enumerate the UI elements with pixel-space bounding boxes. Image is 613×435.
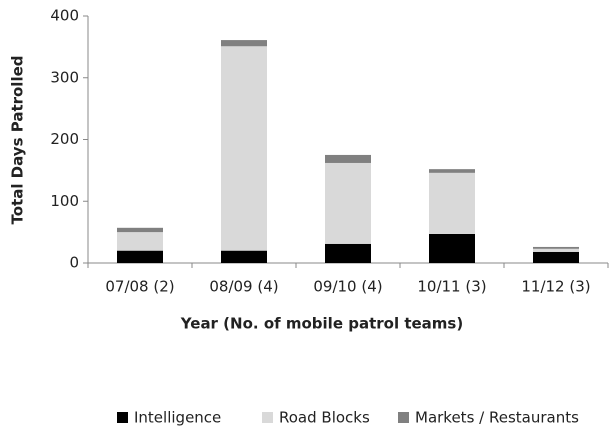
y-tick-label: 200 xyxy=(50,130,79,148)
x-tick-label: 10/11 (3) xyxy=(417,278,486,296)
x-axis-title: Year (No. of mobile patrol teams) xyxy=(180,315,463,333)
bar-segment xyxy=(429,233,475,263)
legend-label: Markets / Restaurants xyxy=(415,409,579,427)
bar-segment xyxy=(533,248,579,252)
y-tick-label: 300 xyxy=(50,68,79,86)
bar-segment xyxy=(325,243,371,263)
bar-segment xyxy=(221,250,267,263)
bar-segment xyxy=(117,232,163,251)
bar-segment xyxy=(221,46,267,251)
bar-segment xyxy=(533,251,579,263)
x-tick-label: 07/08 (2) xyxy=(105,278,174,296)
bar-segment xyxy=(221,40,267,47)
bar-segment xyxy=(117,250,163,263)
legend-label: Intelligence xyxy=(134,409,221,427)
legend-label: Road Blocks xyxy=(279,409,370,427)
bar-segment xyxy=(429,172,475,234)
y-axis-title: Total Days Patrolled xyxy=(9,55,27,224)
x-tick-label: 09/10 (4) xyxy=(313,278,382,296)
bar-segment xyxy=(117,227,163,233)
bar-segment xyxy=(533,246,579,249)
x-tick-label: 08/09 (4) xyxy=(209,278,278,296)
bar-segment xyxy=(325,162,371,244)
bar-segment xyxy=(429,169,475,173)
x-tick-label: 11/12 (3) xyxy=(521,278,590,296)
y-tick-label: 400 xyxy=(50,7,79,25)
legend-swatch xyxy=(117,412,128,423)
bar-segment xyxy=(325,154,371,163)
y-tick-label: 0 xyxy=(69,254,79,272)
legend-swatch xyxy=(398,412,409,423)
y-tick-label: 100 xyxy=(50,192,79,210)
legend-swatch xyxy=(262,412,273,423)
